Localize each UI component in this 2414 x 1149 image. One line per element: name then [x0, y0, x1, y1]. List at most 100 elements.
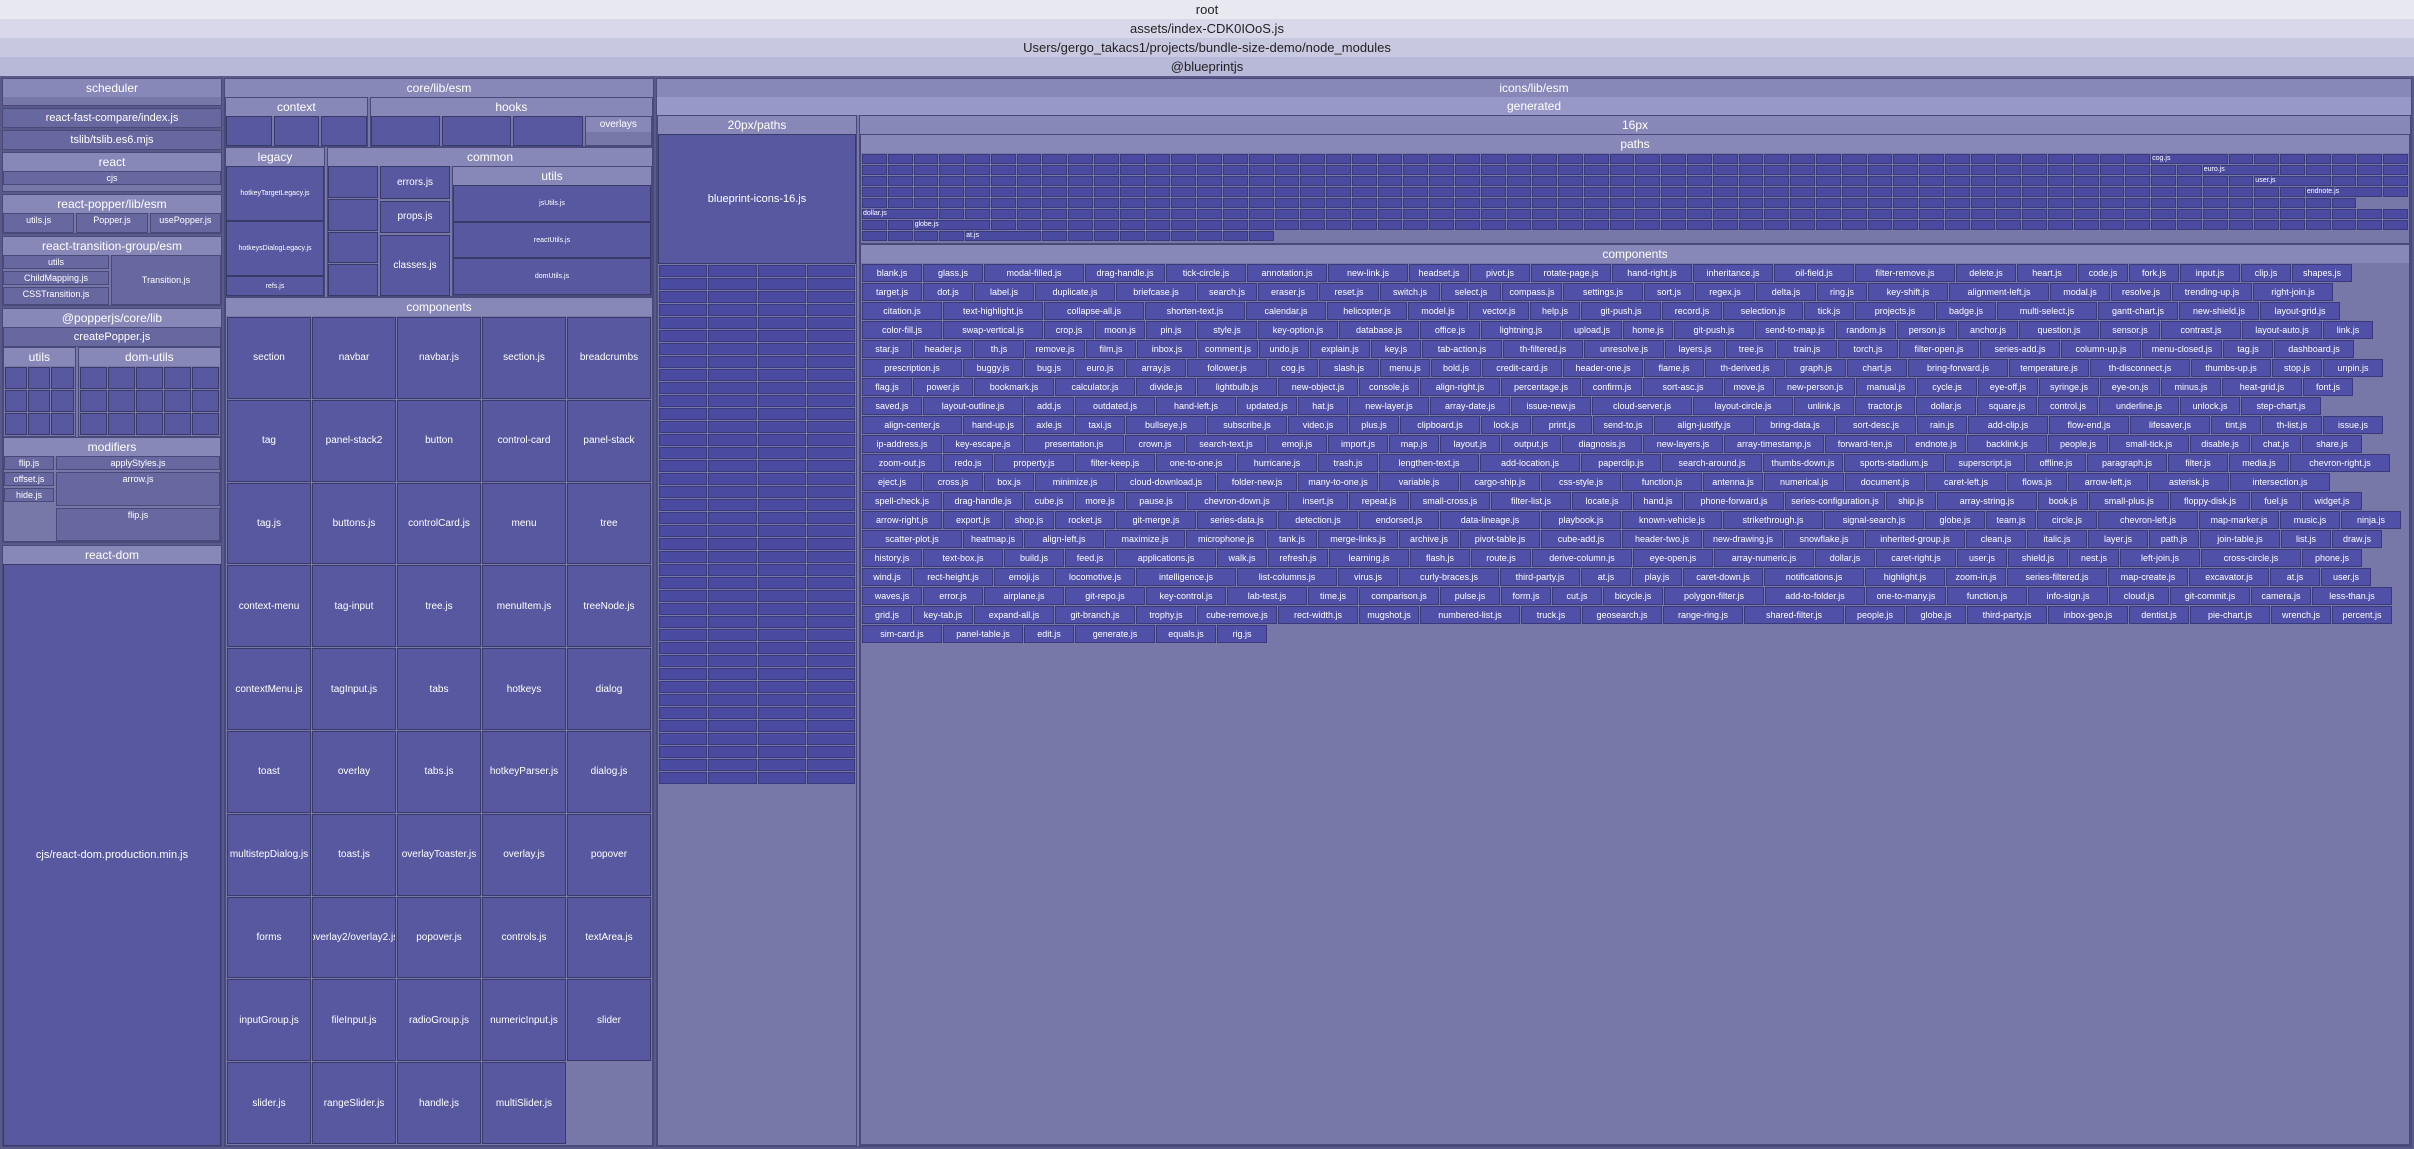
icon-comp-tile[interactable]: trophy.js — [1136, 606, 1196, 624]
icon-comp-tile[interactable]: underline.js — [2099, 397, 2179, 415]
path-micro-tile[interactable] — [1481, 209, 1506, 219]
domutil-tile[interactable] — [164, 367, 191, 389]
icon-comp-tile[interactable]: music.js — [2280, 511, 2340, 529]
util-tile[interactable] — [28, 390, 50, 412]
icon-comp-tile[interactable]: eye-open.js — [1633, 549, 1713, 567]
icon-comp-tile[interactable]: trending-up.js — [2172, 283, 2252, 301]
icon-comp-tile[interactable]: cut.js — [1552, 587, 1602, 605]
icon-comp-tile[interactable]: unresolve.js — [1584, 340, 1664, 358]
icon-comp-tile[interactable]: bullseye.js — [1126, 416, 1206, 434]
icon-comp-tile[interactable]: inherited-group.js — [1865, 530, 1965, 548]
icon-comp-tile[interactable]: annotation.js — [1247, 264, 1327, 282]
px20-tile[interactable] — [807, 668, 855, 680]
icon-comp-tile[interactable]: chevron-left.js — [2098, 511, 2198, 529]
path-micro-tile[interactable] — [1584, 220, 1609, 230]
icon-comp-tile[interactable]: key-escape.js — [943, 435, 1023, 453]
path-micro-tile[interactable] — [2100, 176, 2125, 186]
icon-comp-tile[interactable]: switch.js — [1380, 283, 1440, 301]
icon-comp-tile[interactable]: time.js — [1308, 587, 1358, 605]
path-micro-tile[interactable] — [1945, 220, 1970, 230]
path-micro-tile[interactable] — [991, 187, 1016, 197]
icon-comp-tile[interactable]: filter-open.js — [1899, 340, 1979, 358]
react-fast-compare-tile[interactable]: react-fast-compare/index.js — [2, 108, 222, 128]
path-micro-tile[interactable] — [1017, 154, 1042, 164]
icon-comp-tile[interactable]: excavator.js — [2189, 568, 2269, 586]
path-micro-tile[interactable]: globe.js — [914, 220, 990, 230]
icon-comp-tile[interactable]: record.js — [1662, 302, 1722, 320]
icon-comp-tile[interactable]: fork.js — [2129, 264, 2179, 282]
px20-tile[interactable] — [807, 265, 855, 277]
px20-tile[interactable] — [807, 603, 855, 615]
icon-comp-tile[interactable]: one-to-one.js — [1156, 454, 1236, 472]
path-micro-tile[interactable] — [1558, 154, 1583, 164]
path-micro-tile[interactable] — [1275, 154, 1300, 164]
px20-tile[interactable] — [708, 720, 756, 732]
px20-tile[interactable] — [758, 668, 806, 680]
icon-comp-tile[interactable]: menu.js — [1380, 359, 1430, 377]
path-micro-tile[interactable] — [1094, 187, 1119, 197]
icon-comp-tile[interactable]: selection.js — [1723, 302, 1803, 320]
path-micro-tile[interactable] — [1197, 198, 1222, 208]
createpopper-tile[interactable]: createPopper.js — [3, 327, 221, 347]
icon-comp-tile[interactable]: intersection.js — [2230, 473, 2330, 491]
path-micro-tile[interactable] — [1661, 165, 1686, 175]
core-comp-dialog[interactable]: dialog — [567, 648, 651, 730]
path-micro-tile[interactable] — [1584, 198, 1609, 208]
px20-tile[interactable] — [708, 265, 756, 277]
icon-comp-tile[interactable]: archive.js — [1399, 530, 1459, 548]
icon-comp-tile[interactable]: chevron-right.js — [2290, 454, 2390, 472]
path-micro-tile[interactable] — [888, 231, 913, 241]
icon-comp-tile[interactable]: add-to-folder.js — [1765, 587, 1865, 605]
icon-comp-tile[interactable]: saved.js — [862, 397, 922, 415]
path-micro-tile[interactable] — [2177, 198, 2202, 208]
px20-tile[interactable] — [758, 512, 806, 524]
path-micro-tile[interactable] — [1403, 220, 1428, 230]
path-micro-tile[interactable] — [1971, 220, 1996, 230]
path-micro-tile[interactable] — [862, 176, 887, 186]
path-micro-tile[interactable] — [1790, 187, 1815, 197]
path-micro-tile[interactable] — [1171, 154, 1196, 164]
icon-comp-tile[interactable]: grid.js — [862, 606, 912, 624]
path-micro-tile[interactable] — [1378, 220, 1403, 230]
icon-comp-tile[interactable]: snowflake.js — [1784, 530, 1864, 548]
core-comp-section[interactable]: section — [227, 317, 311, 399]
icon-comp-tile[interactable]: rect-width.js — [1278, 606, 1358, 624]
path-micro-tile[interactable]: cog.js — [2151, 154, 2227, 164]
path-micro-tile[interactable] — [914, 165, 939, 175]
px20-tile[interactable] — [659, 512, 707, 524]
px20-tile[interactable] — [708, 642, 756, 654]
px20-tile[interactable] — [758, 304, 806, 316]
errors-tile[interactable]: errors.js — [380, 166, 450, 199]
icon-comp-tile[interactable]: sort.js — [1644, 283, 1694, 301]
hook-tile[interactable] — [371, 116, 440, 146]
path-micro-tile[interactable] — [1249, 176, 1274, 186]
icon-comp-tile[interactable]: box.js — [984, 473, 1034, 491]
breadcrumb-asset[interactable]: assets/index-CDK0IOoS.js — [0, 19, 2414, 38]
util-tile[interactable] — [51, 413, 73, 435]
path-micro-tile[interactable] — [1378, 198, 1403, 208]
icon-comp-tile[interactable]: upload.js — [1562, 321, 1622, 339]
px20-tile[interactable] — [807, 538, 855, 550]
path-micro-tile[interactable] — [1507, 198, 1532, 208]
icon-comp-tile[interactable]: console.js — [1359, 378, 1419, 396]
icon-comp-tile[interactable]: tint.js — [2211, 416, 2261, 434]
icon-comp-tile[interactable]: form.js — [1501, 587, 1551, 605]
icon-comp-tile[interactable]: scatter-plot.js — [862, 530, 962, 548]
core-comp-overlayToaster_js[interactable]: overlayToaster.js — [397, 814, 481, 896]
legacy-section[interactable]: legacy hotkeyTargetLegacy.js hotkeysDial… — [225, 147, 325, 297]
path-micro-tile[interactable] — [1584, 176, 1609, 186]
core-comp-button[interactable]: button — [397, 400, 481, 482]
path-micro-tile[interactable] — [1842, 198, 1867, 208]
legacy-refs[interactable]: refs.js — [226, 276, 324, 296]
path-micro-tile[interactable] — [2229, 220, 2254, 230]
icon-comp-tile[interactable]: taxi.js — [1075, 416, 1125, 434]
20px-section[interactable]: 20px/paths blueprint-icons-16.js — [657, 115, 857, 1146]
path-micro-tile[interactable] — [1146, 209, 1171, 219]
icon-comp-tile[interactable]: rocket.js — [1055, 511, 1115, 529]
path-micro-tile[interactable] — [1017, 198, 1042, 208]
icon-comp-tile[interactable]: column-up.js — [2061, 340, 2141, 358]
icon-comp-tile[interactable]: pin.js — [1146, 321, 1196, 339]
path-micro-tile[interactable] — [1094, 220, 1119, 230]
icon-comp-tile[interactable]: maximize.js — [1105, 530, 1185, 548]
px20-tile[interactable] — [807, 772, 855, 784]
